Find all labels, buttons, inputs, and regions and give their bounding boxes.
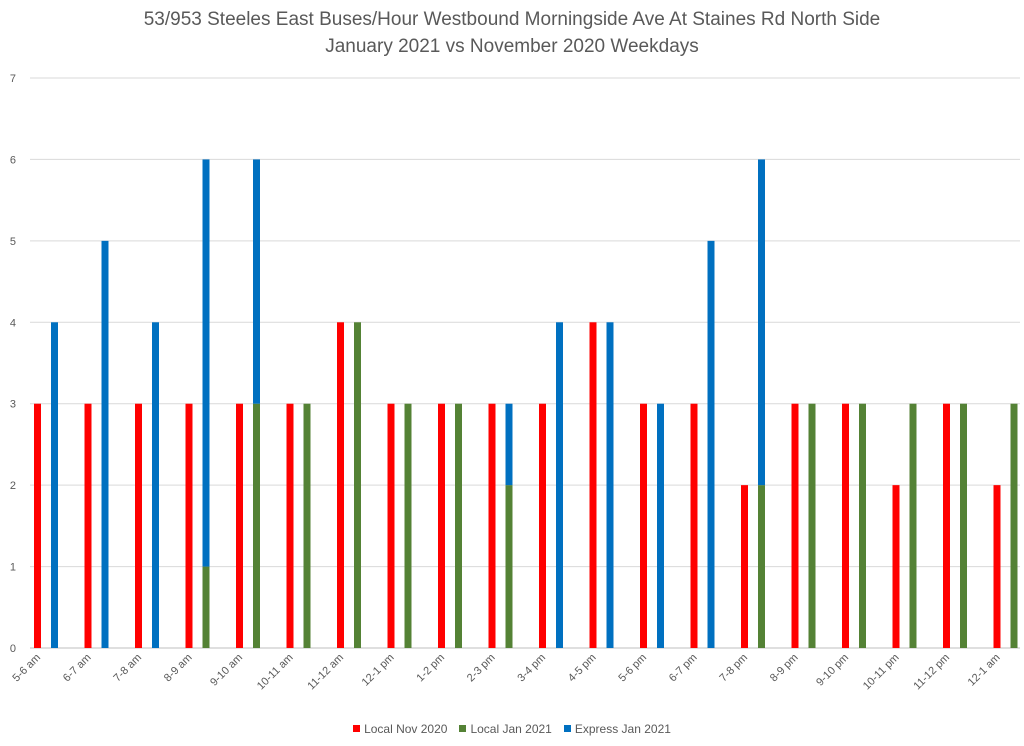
x-tick-label: 7-8 pm xyxy=(717,652,750,685)
x-tick-label: 6-7 pm xyxy=(667,652,700,685)
bar-express-jan-2021 xyxy=(202,159,210,567)
bar-local-nov-2020 xyxy=(135,403,142,648)
x-tick-label: 6-7 am xyxy=(61,652,94,685)
legend-swatch xyxy=(459,725,467,732)
x-tick-label: 11-12 pm xyxy=(911,652,952,693)
bar-express-jan-2021 xyxy=(657,403,664,648)
bar-local-nov-2020 xyxy=(741,485,748,648)
bar-local-nov-2020 xyxy=(84,403,92,648)
legend-swatch xyxy=(353,725,361,732)
x-tick-label: 5-6 pm xyxy=(616,652,649,685)
bar-local-nov-2020 xyxy=(943,403,950,648)
bar-express-jan-2021 xyxy=(152,322,159,648)
legend-swatch xyxy=(563,725,571,732)
bar-local-jan-2021 xyxy=(354,322,361,648)
x-tick-label: 9-10 pm xyxy=(814,652,851,689)
x-tick-label: 11-12 am xyxy=(305,652,346,693)
chart-legend: Local Nov 2020 Local Jan 2021 Express Jan … xyxy=(0,722,1024,736)
bar-local-nov-2020 xyxy=(185,403,193,648)
bar-local-jan-2021 xyxy=(758,485,765,648)
x-tick-label: 5-6 am xyxy=(10,652,43,685)
y-tick-label: 3 xyxy=(10,399,16,411)
x-tick-label: 7-8 am xyxy=(111,652,144,685)
bar-local-jan-2021 xyxy=(808,403,816,648)
x-tick-label: 1-2 pm xyxy=(414,652,447,685)
chart-subtitle: January 2021 vs November 2020 Weekdays xyxy=(325,36,699,57)
x-tick-label: 9-10 am xyxy=(208,652,245,689)
x-tick-label: 12-1 am xyxy=(966,652,1003,689)
bar-express-jan-2021 xyxy=(758,159,765,486)
x-tick-label: 10-11 am xyxy=(255,652,296,693)
legend-label: Express Jan 2021 xyxy=(574,722,671,736)
bar-local-nov-2020 xyxy=(236,403,243,648)
legend-label: Local Jan 2021 xyxy=(470,722,552,736)
bar-local-nov-2020 xyxy=(892,485,900,648)
x-tick-label: 4-5 pm xyxy=(566,652,599,685)
bar-local-nov-2020 xyxy=(438,403,445,648)
bar-local-nov-2020 xyxy=(640,403,647,648)
x-tick-label: 8-9 pm xyxy=(768,652,801,685)
bar-express-jan-2021 xyxy=(101,240,109,648)
y-tick-label: 5 xyxy=(10,236,16,248)
legend-item: Express Jan 2021 xyxy=(563,722,671,736)
bar-express-jan-2021 xyxy=(606,322,614,648)
bar-local-jan-2021 xyxy=(455,403,462,648)
x-tick-label: 10-11 pm xyxy=(861,652,902,693)
bar-local-nov-2020 xyxy=(690,403,698,648)
bar-local-jan-2021 xyxy=(202,566,210,648)
bar-local-nov-2020 xyxy=(34,403,41,648)
legend-item: Local Nov 2020 xyxy=(353,722,447,736)
bar-local-nov-2020 xyxy=(539,403,546,648)
bar-local-jan-2021 xyxy=(505,485,513,648)
bar-express-jan-2021 xyxy=(51,322,58,648)
bar-express-jan-2021 xyxy=(253,159,260,404)
chart-title: 53/953 Steeles East Buses/Hour Westbound… xyxy=(143,9,881,30)
bar-local-jan-2021 xyxy=(909,403,917,648)
bar-local-jan-2021 xyxy=(859,403,866,648)
legend-item: Local Jan 2021 xyxy=(459,722,552,736)
bar-local-nov-2020 xyxy=(589,322,597,648)
bar-express-jan-2021 xyxy=(707,240,715,648)
y-tick-label: 4 xyxy=(10,317,16,329)
x-tick-label: 2-3 pm xyxy=(465,652,498,685)
bar-local-nov-2020 xyxy=(286,403,294,648)
bar-local-jan-2021 xyxy=(1010,403,1018,648)
bar-local-nov-2020 xyxy=(488,403,496,648)
bar-local-nov-2020 xyxy=(337,322,344,648)
bar-local-jan-2021 xyxy=(253,403,260,648)
y-tick-label: 0 xyxy=(10,643,16,655)
y-tick-label: 7 xyxy=(10,73,16,85)
bar-local-nov-2020 xyxy=(387,403,395,648)
bar-local-nov-2020 xyxy=(842,403,849,648)
bar-local-jan-2021 xyxy=(960,403,967,648)
y-tick-label: 1 xyxy=(10,562,16,574)
bar-local-jan-2021 xyxy=(303,403,311,648)
x-tick-label: 12-1 pm xyxy=(360,652,397,689)
bar-express-jan-2021 xyxy=(505,403,513,486)
bar-local-nov-2020 xyxy=(993,485,1001,648)
bar-local-jan-2021 xyxy=(404,403,412,648)
bar-express-jan-2021 xyxy=(556,322,563,648)
y-tick-label: 6 xyxy=(10,154,16,166)
y-tick-label: 2 xyxy=(10,480,16,492)
x-tick-label: 3-4 pm xyxy=(515,652,548,685)
legend-label: Local Nov 2020 xyxy=(364,722,448,736)
x-tick-label: 8-9 am xyxy=(162,652,195,685)
bar-local-nov-2020 xyxy=(791,403,799,648)
